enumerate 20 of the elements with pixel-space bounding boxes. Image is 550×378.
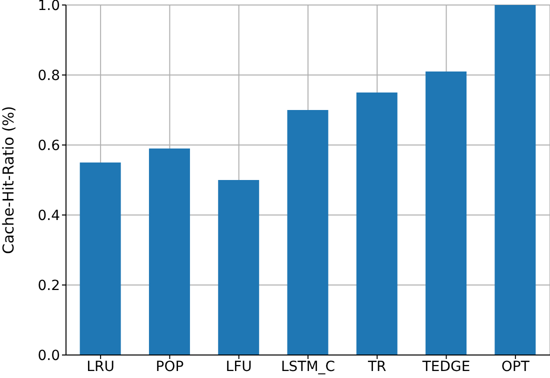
y-tick-label: 0.2 [38,278,60,294]
y-axis-title: Cache-Hit-Ratio (%) [0,106,18,254]
bar [356,92,398,355]
x-tick-label: OPT [501,358,530,375]
bar [80,162,121,355]
x-tick-label: LSTM_C [280,358,336,375]
bar [287,110,328,355]
bar [218,180,260,355]
x-tick-label: LFU [226,358,252,375]
x-tick-label: POP [156,358,184,375]
y-tick-label: 0.6 [38,138,60,154]
y-tick-label: 0.8 [38,68,60,84]
bar [494,5,536,355]
bar [148,148,190,355]
x-tick-label: LRU [86,358,114,375]
y-tick-label: 0.0 [38,348,60,364]
x-tick-label: TEDGE [421,358,470,375]
y-tick-label: 0.4 [38,208,60,224]
bar [426,72,467,355]
x-tick-label: TR [367,358,387,375]
